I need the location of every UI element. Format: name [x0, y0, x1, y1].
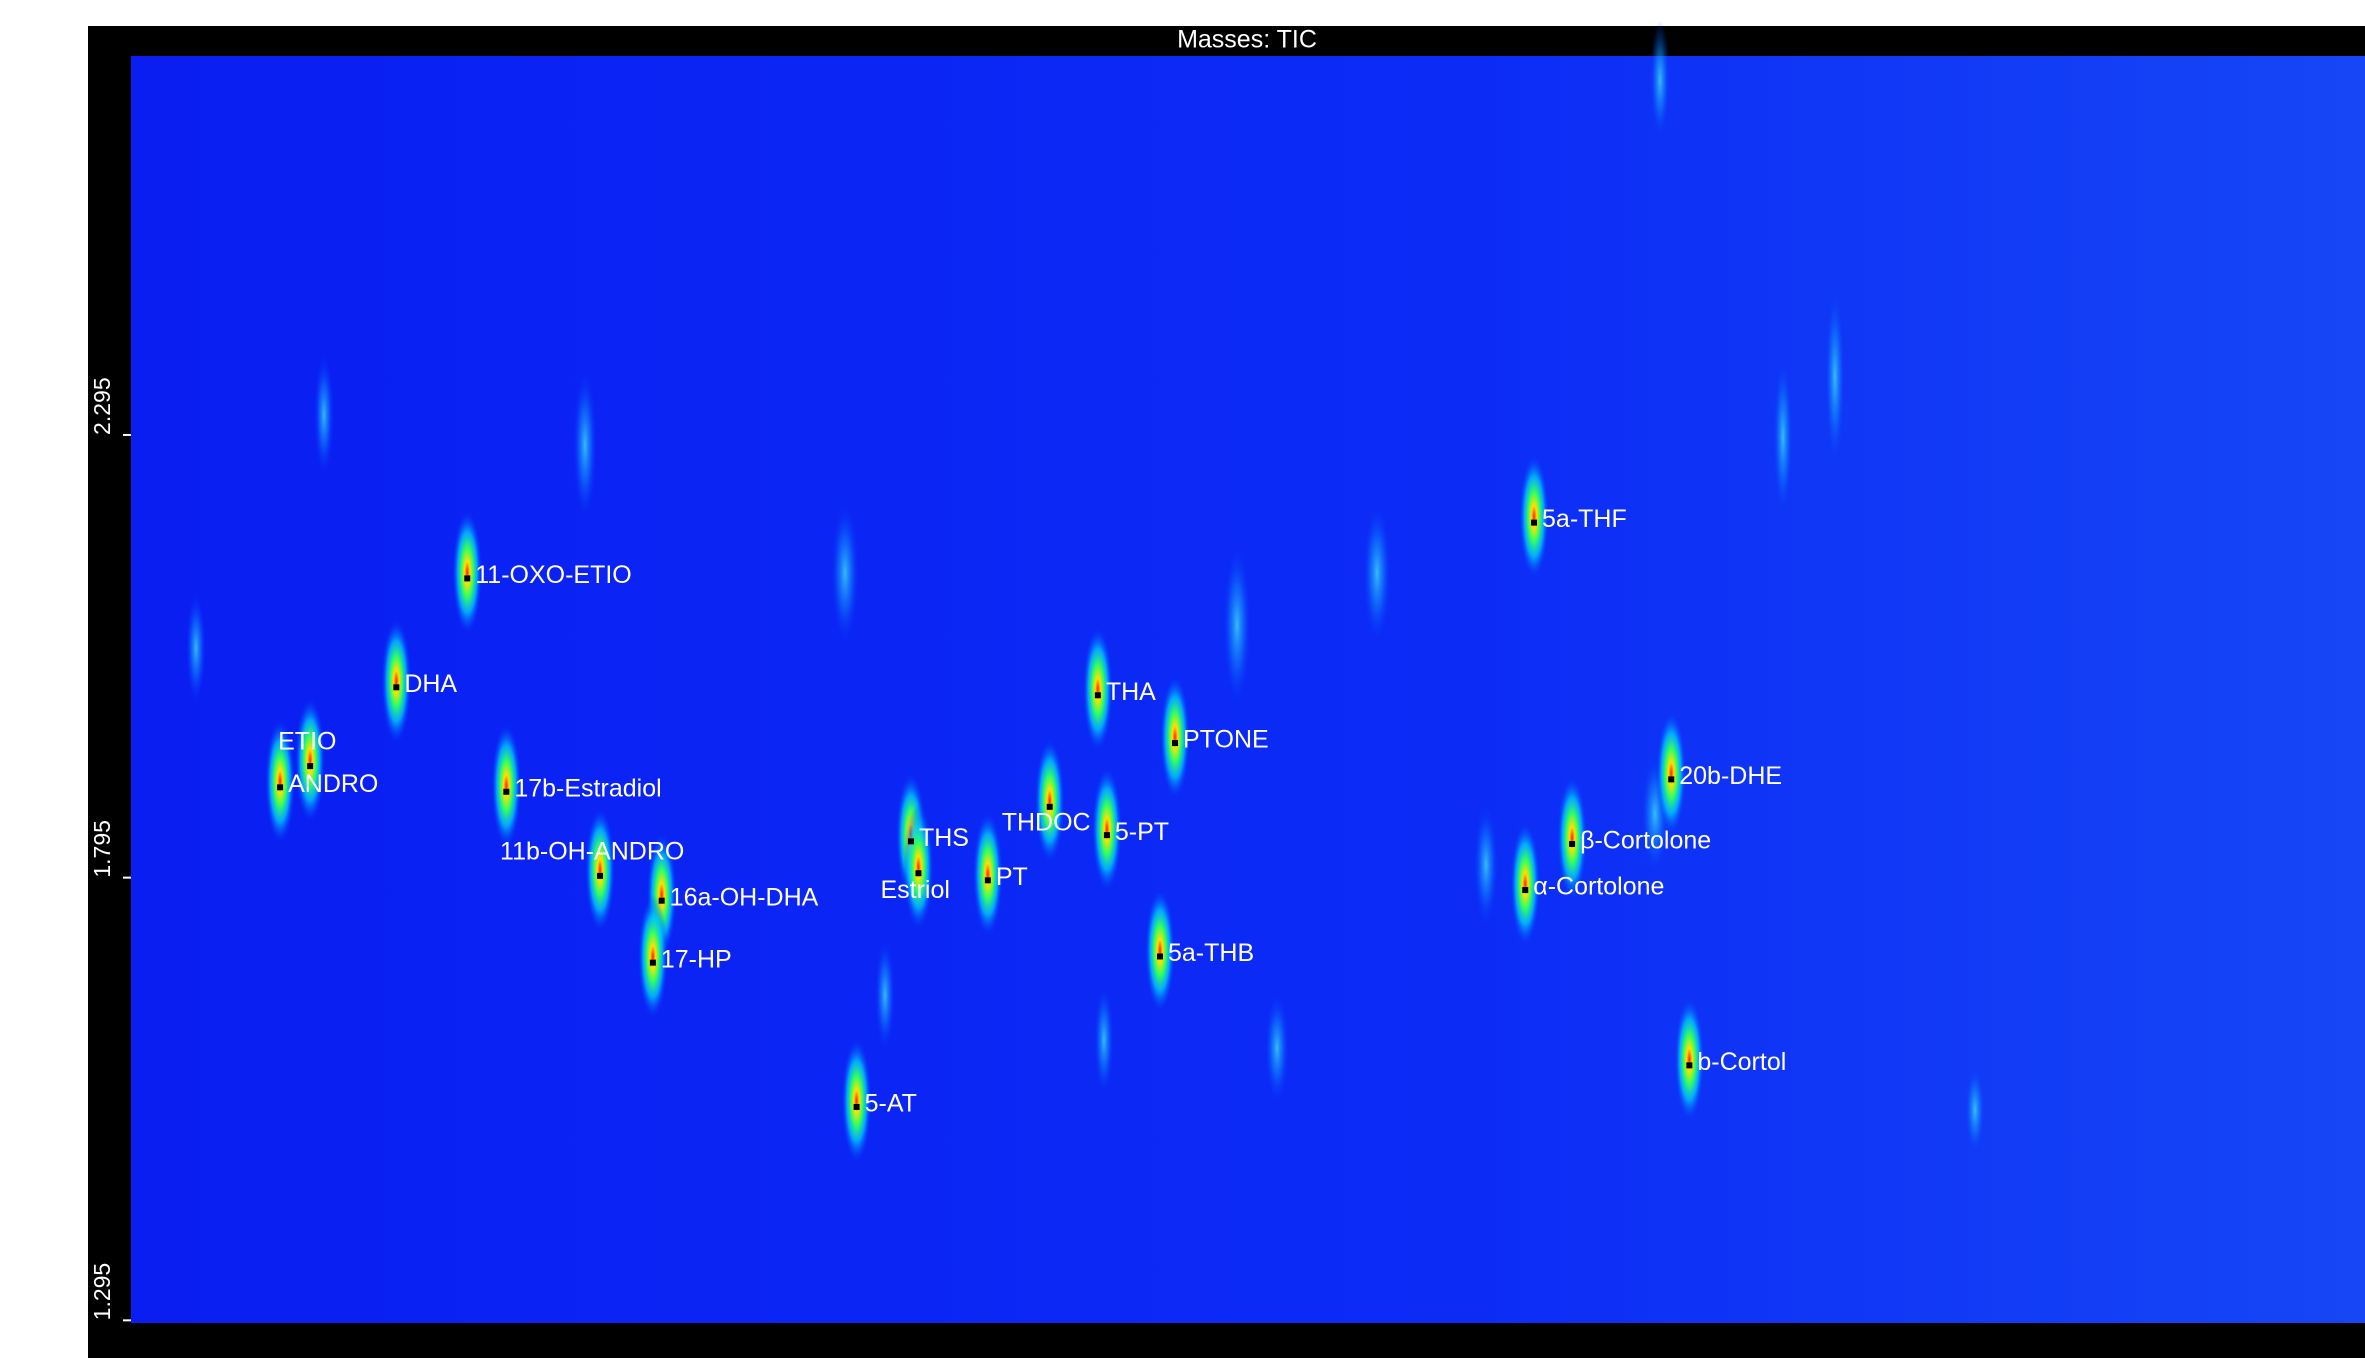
peak-label: THS [919, 824, 969, 852]
x-tick-label: 353 [136, 1334, 174, 1358]
peak-label: 5a-THF [1542, 505, 1627, 533]
peak-marker [597, 873, 603, 879]
peak-marker [650, 960, 656, 966]
peak-marker [854, 1104, 860, 1110]
peak-marker [1531, 520, 1537, 526]
peak-label: 5-PT [1115, 818, 1169, 846]
peak-label: 17b-Estradiol [514, 774, 661, 802]
peak-label: Estriol [880, 876, 949, 904]
peak-marker [1668, 776, 1674, 782]
peak-marker [1095, 692, 1101, 698]
peak-label: α-Cortolone [1533, 873, 1664, 901]
x-tick-label: 753 [1171, 1334, 1209, 1358]
peak-marker [307, 763, 313, 769]
peak-label: b-Cortol [1697, 1048, 1786, 1076]
peak-label: β-Cortolone [1580, 827, 1711, 855]
peak-marker [659, 898, 665, 904]
peak-label: ANDRO [288, 770, 378, 798]
peak-label: DHA [404, 670, 457, 698]
peak-label: PTONE [1183, 726, 1269, 754]
peak-marker [1157, 953, 1163, 959]
y-tick-label: 2.295 [89, 377, 115, 435]
y-tick-label: 1.795 [89, 820, 115, 878]
peak-label: 11b-OH-ANDRO [500, 837, 684, 865]
y-tick-label: 1.295 [89, 1263, 115, 1321]
peak-marker [393, 684, 399, 690]
peak-marker [1522, 887, 1528, 893]
peak-label: 11-OXO-ETIO [475, 561, 632, 589]
peak-marker [1686, 1062, 1692, 1068]
plot-area [131, 56, 2365, 1323]
peak-marker [277, 784, 283, 790]
peak-label: THA [1106, 678, 1156, 706]
peak-label: 5a-THB [1168, 939, 1254, 967]
x-tick-label: 1153 [2207, 1334, 2256, 1358]
peak-label: 17-HP [661, 945, 732, 973]
peak-blob [295, 698, 325, 822]
peak-marker [1569, 841, 1575, 847]
x-tick-label: 953 [1689, 1334, 1727, 1358]
peak-label: 16a-OH-DHA [670, 883, 819, 911]
peak-label: THDOC [1002, 808, 1091, 836]
peak-blob [585, 808, 615, 932]
peak-marker [985, 877, 991, 883]
x-tick-label: 553 [653, 1334, 691, 1358]
peak-label: ETIO [278, 728, 336, 756]
peak-label: 5-AT [865, 1090, 917, 1118]
peak-marker [908, 838, 914, 844]
peak-marker [503, 789, 509, 795]
peak-blob [1035, 739, 1065, 863]
peak-label: 20b-DHE [1679, 762, 1782, 790]
peak-marker [464, 575, 470, 581]
peak-marker [1104, 832, 1110, 838]
peak-label: PT [996, 863, 1028, 891]
chart-title: Masses: TIC [1177, 26, 1317, 54]
chart: Masses: TIC 353 553 753 953 1153 1.295 1.795 2.… [0, 0, 2365, 1358]
peak-marker [1172, 740, 1178, 746]
